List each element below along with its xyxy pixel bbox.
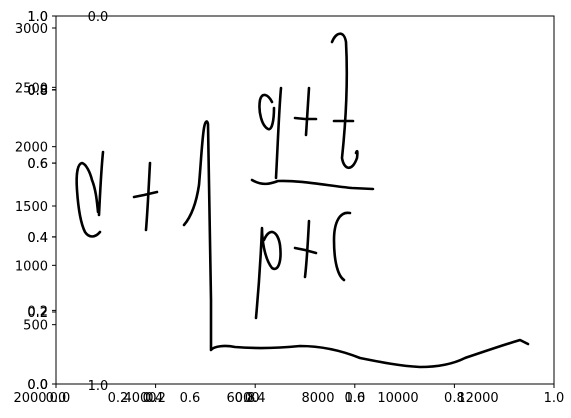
data-y-tick-label: 2500: [15, 81, 48, 96]
data-x-tick-label: 2000: [13, 391, 46, 406]
inner-y-tick-label: 0.6: [27, 157, 48, 172]
inner-x-tick-label: 0.8: [235, 391, 256, 406]
overlay-y-tick-label: 0.4: [27, 231, 48, 246]
overlay-x-tick-label: 0.4: [245, 391, 266, 406]
data-x-tick-label: 12000: [457, 391, 498, 406]
data-y-tick-label: 500: [23, 319, 48, 334]
overlay-y-tick-label: 0.8: [27, 84, 48, 99]
overlay-y-tick-label: 0.2: [27, 304, 48, 319]
overlay-y-tick-label: 0.6: [27, 157, 48, 172]
overlay-x-tick-label: 0.6: [344, 391, 365, 406]
overlay-x-tick-label: 0.0: [46, 391, 67, 406]
plus-sign-3: [293, 219, 318, 279]
data-y-tick-label: 3000: [15, 22, 48, 37]
inner-y-tick-label: 0.4: [27, 231, 48, 246]
c-letter: [332, 211, 352, 282]
data-y-tick-label: 0: [40, 378, 48, 393]
integral-sign: [182, 120, 530, 369]
overlay-top-label: 0.0: [88, 10, 109, 25]
data-x-tick-label: 4000: [123, 391, 156, 406]
handwriting: [75, 32, 530, 369]
inner-y-tick-label: 0.2: [27, 306, 48, 321]
axes-frame: [55, 15, 555, 385]
axis-ticks: 0.0 0.2 0.4 0.6 0.8 1.00.00.20.40.60.81.00.0 0…: [13, 10, 564, 406]
overlay-x-tick-label: 1.0: [544, 391, 565, 406]
inner-x-tick-label: 0.6: [180, 391, 201, 406]
t-letter: [330, 32, 359, 170]
data-y-tick-label: 1500: [15, 200, 48, 215]
overlay-x-tick-label: 0.2: [145, 391, 166, 406]
q-letter: [258, 86, 283, 180]
inner-x-tick-label: 1.0: [345, 391, 366, 406]
overlay-y-tick-label: 1.0: [27, 10, 48, 25]
data-x-tick-label: 10000: [377, 391, 418, 406]
plus-sign-1: [132, 161, 159, 232]
overlay-bottom-left-label: 1.0: [88, 379, 109, 394]
plus-sign-2: [293, 86, 318, 137]
data-y-tick-label: 1000: [15, 259, 48, 274]
data-x-tick-label: 6000: [226, 391, 259, 406]
data-x-tick-label: 8000: [301, 391, 334, 406]
overlay-y-tick-label: 0.0: [27, 378, 48, 393]
inner-y-tick-label: 1.0: [27, 10, 48, 25]
inner-y-tick-label: 0.8: [27, 84, 48, 99]
inner-y-tick-label: 0.0: [27, 378, 48, 393]
a-letter: [75, 150, 105, 238]
inner-x-tick-label: 0.2: [108, 391, 129, 406]
p-letter: [254, 226, 282, 320]
overlay-x-tick-label: 0.8: [444, 391, 465, 406]
data-y-tick-label: 2000: [15, 141, 48, 156]
inner-x-tick-label: 0.4: [143, 391, 164, 406]
inner-x-tick-label: 0.0: [50, 391, 71, 406]
fraction-bar: [250, 178, 375, 191]
